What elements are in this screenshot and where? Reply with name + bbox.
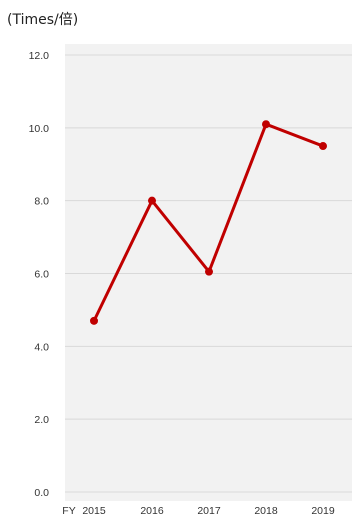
x-tick-label: 2015 (82, 505, 106, 517)
y-tick-label: 4.0 (34, 341, 49, 353)
y-tick-label: 6.0 (34, 269, 49, 281)
y-tick-label: 8.0 (34, 196, 49, 208)
x-tick-label: 2016 (140, 505, 164, 517)
series-layer (90, 120, 327, 325)
x-tick-label: 2018 (254, 505, 278, 517)
data-point (262, 120, 270, 129)
data-point (90, 316, 98, 325)
data-point (205, 267, 213, 276)
data-point (319, 142, 327, 151)
y-tick-label: 10.0 (29, 123, 50, 135)
gridlines (65, 54, 352, 493)
x-axis-prefix: FY (62, 505, 75, 517)
x-tick-label: 2019 (311, 505, 335, 517)
y-axis-ticks: 0.0 2.0 4.0 6.0 8.0 10.0 12.0 (29, 50, 50, 499)
series-line (92, 122, 325, 323)
y-tick-label: 0.0 (34, 487, 49, 499)
y-tick-label: 12.0 (29, 50, 50, 62)
x-tick-label: 2017 (197, 505, 221, 517)
x-axis-ticks: FY 2015 2016 2017 2018 2019 (62, 505, 335, 517)
y-tick-label: 2.0 (34, 414, 49, 426)
data-point (148, 196, 156, 205)
unit-label: (Times/倍) (7, 12, 79, 28)
